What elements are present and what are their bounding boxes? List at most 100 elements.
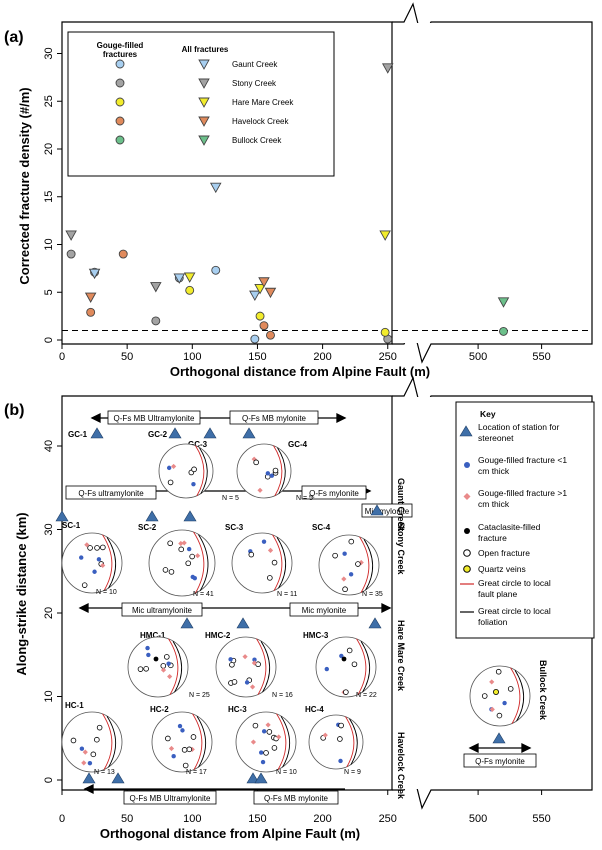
unit-label: Q-Fs MB mylonite [242, 414, 307, 423]
unit-label: Q-Fs MB Ultramylonite [114, 414, 195, 423]
key-quartz-icon [463, 565, 471, 573]
y-tick-label: 15 [43, 191, 55, 203]
gouge-thick-point [276, 734, 282, 740]
open-fracture-point [167, 479, 174, 486]
gouge-thick-point [341, 576, 347, 582]
y-tick-label: 30 [43, 47, 55, 59]
gouge-thick-point [251, 660, 257, 666]
data-point-circle [380, 327, 390, 337]
stereonet-circle [148, 529, 216, 597]
x-tick-label: 50 [121, 813, 133, 825]
gouge-thick-point [168, 745, 175, 752]
y-tick-label: 10 [43, 238, 55, 250]
fault-plane-great-circle [356, 638, 367, 695]
gouge-thick-point [82, 749, 88, 755]
key-item: Location of station for stereonet [478, 422, 559, 443]
data-point-triangle [173, 273, 186, 284]
x-tick-label: 500 [469, 813, 487, 825]
legend-rows: Gaunt Creek Stony Creek Hare Mare Creek Hav… [115, 59, 294, 146]
gouge-thin-point [258, 750, 264, 755]
open-fracture-point [178, 546, 185, 553]
unit-label: Q-Fs MB mylonite [264, 794, 329, 803]
station-label: GC-1 [68, 430, 88, 439]
station-triangle [111, 772, 125, 784]
data-point-circle [211, 265, 221, 275]
x-tick-label: 550 [532, 351, 550, 363]
gouge-thin-point [192, 575, 198, 581]
n-label: N = 41 [193, 591, 214, 598]
gouge-thick-point [100, 562, 106, 569]
open-fracture-point [168, 569, 175, 575]
gouge-thin-point [171, 754, 176, 759]
stereonet-circle [308, 714, 364, 770]
stereonet [127, 636, 189, 698]
data-point-triangle [88, 268, 101, 280]
gouge-thin-point [252, 657, 257, 662]
stereonet-circle [318, 534, 380, 596]
gouge-thin-point [96, 557, 102, 562]
key-item: Cataclasite-filled fracture [478, 522, 541, 543]
arrow-right [381, 602, 392, 614]
foliation-great-circle [199, 447, 208, 494]
n-label: N = 10 [276, 769, 297, 776]
gouge-thin-point [265, 471, 271, 476]
y-tick-label: 10 [43, 690, 55, 702]
station-triangle [180, 617, 194, 629]
n-label: N = 22 [356, 692, 377, 699]
station-label: SC-4 [312, 523, 331, 532]
stereonet [315, 636, 377, 698]
x-tick-label: 250 [379, 351, 397, 363]
x-tick-label: 500 [469, 351, 487, 363]
gouge-thin-point [348, 572, 354, 577]
x-tick-label: 250 [379, 813, 397, 825]
gouge-thin-point [145, 645, 150, 651]
foliation-great-circle [363, 538, 374, 591]
data-point-circle [266, 330, 275, 340]
gouge-thin-point [166, 465, 172, 471]
data-point-triangle [150, 282, 162, 293]
open-fracture-point [272, 467, 279, 474]
open-fracture-point [167, 540, 173, 547]
foliation-great-circle [260, 640, 271, 693]
station-triangle [254, 772, 268, 784]
open-fracture-point [229, 661, 235, 668]
fault-plane-great-circle [273, 445, 283, 497]
open-fracture-point [332, 552, 338, 559]
legend-label: Gaunt Creek [232, 60, 278, 69]
open-fracture-point [163, 654, 170, 660]
gouge-thin-point [244, 680, 250, 685]
open-fracture-point [348, 538, 355, 545]
station-label: GC-3 [188, 440, 208, 449]
unit-label: Q-Fs mylonite [475, 757, 525, 766]
n-label: N = 11 [277, 591, 297, 598]
key-cataclasite-icon [464, 528, 470, 534]
gouge-thick-point [267, 547, 274, 553]
n-label: N = 5 [296, 495, 313, 502]
data-point-triangle [84, 292, 97, 303]
panel-b-xlabel: Orthogonal distance from Alpine Fault (m… [100, 826, 360, 841]
open-fracture-point [351, 661, 358, 668]
stereonets [61, 443, 531, 773]
stereonet [61, 532, 123, 594]
unit-label: Mic ultramylonite [132, 606, 193, 615]
stereonet-circle [127, 636, 189, 698]
open-fracture-point [191, 466, 197, 473]
open-fracture-point [100, 544, 106, 551]
creek-labels: Gaunt Creek Stony Creek Hare Mare Creek … [396, 478, 548, 800]
gouge-thin-point [261, 729, 267, 734]
open-fracture-point [96, 724, 103, 731]
station-triangle [368, 617, 382, 629]
gouge-thick-point [167, 673, 173, 680]
station-label: HMC-2 [205, 631, 231, 640]
y-tick-label: 25 [43, 95, 55, 107]
station-label: HMC-1 [140, 631, 166, 640]
key-open-icon [463, 549, 471, 557]
data-point-triangle [183, 272, 196, 283]
unit-label: Mic mylonite [302, 606, 347, 615]
gouge-thick-point [257, 487, 263, 493]
gouge-thin-point [87, 760, 93, 766]
station-triangle [246, 772, 260, 784]
unit-label: Q-Fs MB Ultramylonite [130, 794, 211, 803]
gouge-thick-point [81, 760, 87, 766]
open-fracture-point [182, 762, 189, 769]
